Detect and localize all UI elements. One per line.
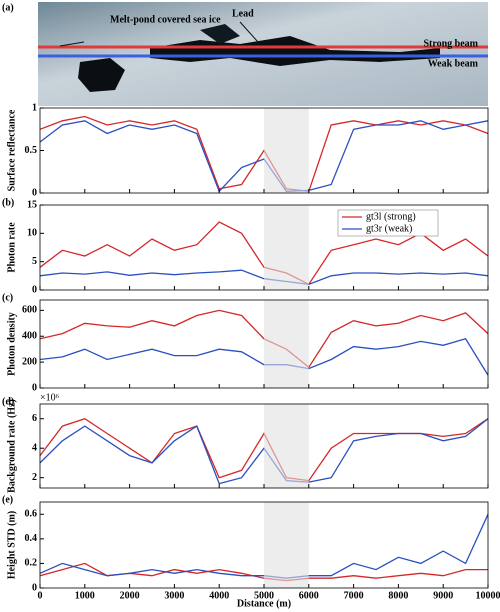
panel-label: (c) <box>2 292 13 303</box>
x-tick-label: 8000 <box>388 590 408 601</box>
legend-label: gt3l (strong) <box>366 211 416 222</box>
legend-label: gt3r (weak) <box>366 223 412 234</box>
x-tick-label: 9000 <box>433 590 453 601</box>
legend-box <box>337 209 439 237</box>
y-axis-label: Surface reflectance <box>6 109 17 191</box>
y-tick-label: 0 <box>32 382 37 393</box>
annotation-arrow <box>59 41 85 47</box>
y-tick-label: 10 <box>27 228 37 239</box>
shaded-region <box>264 502 309 588</box>
satellite-image <box>38 2 488 106</box>
y-tick-label: 0 <box>32 187 37 198</box>
y-axis-label: Height STD (m) <box>6 511 17 579</box>
y-tick-label: 4 <box>32 443 37 454</box>
y-tick-label: 0.6 <box>25 509 38 520</box>
x-tick-label: 6000 <box>299 590 319 601</box>
image-annotation: Weak beam <box>428 58 479 69</box>
y-tick-label: 0.4 <box>25 533 38 544</box>
x-axis-label: Distance (m) <box>237 598 291 609</box>
y-tick-label: 0.2 <box>25 558 38 569</box>
x-tick-label: 10000 <box>476 590 500 601</box>
y-tick-label: 1 <box>32 102 37 113</box>
y-tick-label: 200 <box>22 356 37 367</box>
y-tick-label: 400 <box>22 331 37 342</box>
shaded-region <box>264 404 309 488</box>
shaded-region <box>264 108 309 193</box>
y-tick-label: 2 <box>32 472 37 483</box>
panel-label: (d) <box>2 396 14 407</box>
x-tick-label: 4000 <box>209 590 229 601</box>
x-tick-label: 7000 <box>344 590 364 601</box>
x-tick-label: 2000 <box>120 590 140 601</box>
y-axis-label: Photon rate <box>6 222 17 273</box>
y-tick-label: 5 <box>32 256 37 267</box>
panel-label: (a) <box>2 2 14 13</box>
x-tick-label: 1000 <box>75 590 95 601</box>
x-tick-label: 3000 <box>164 590 184 601</box>
lead-shape <box>78 58 125 92</box>
x-tick-label: 0 <box>38 590 43 601</box>
panel-label: (b) <box>2 197 14 208</box>
y-axis-label: Background rate (Hz) <box>6 399 17 493</box>
panel-label: (e) <box>2 494 13 505</box>
y-axis-label: Photon density <box>6 312 17 376</box>
image-annotation: Melt-pond covered sea ice <box>110 14 221 25</box>
lead-shape <box>150 36 440 66</box>
y-tick-label: 600 <box>22 305 37 316</box>
y-tick-label: 0.5 <box>25 145 38 156</box>
y-tick-label: 6 <box>32 413 37 424</box>
y-tick-label: 15 <box>27 199 37 210</box>
x-tick-label: 5000 <box>254 590 274 601</box>
image-annotation: Lead <box>232 8 254 19</box>
shaded-region <box>264 300 309 388</box>
image-annotation: Strong beam <box>423 38 478 49</box>
y-multiplier: ×10⁶ <box>40 392 60 403</box>
annotation-arrow <box>239 21 259 43</box>
shaded-region <box>264 205 309 290</box>
lead-shape <box>200 24 240 44</box>
y-tick-label: 0 <box>32 582 37 593</box>
y-tick-label: 0 <box>32 284 37 295</box>
